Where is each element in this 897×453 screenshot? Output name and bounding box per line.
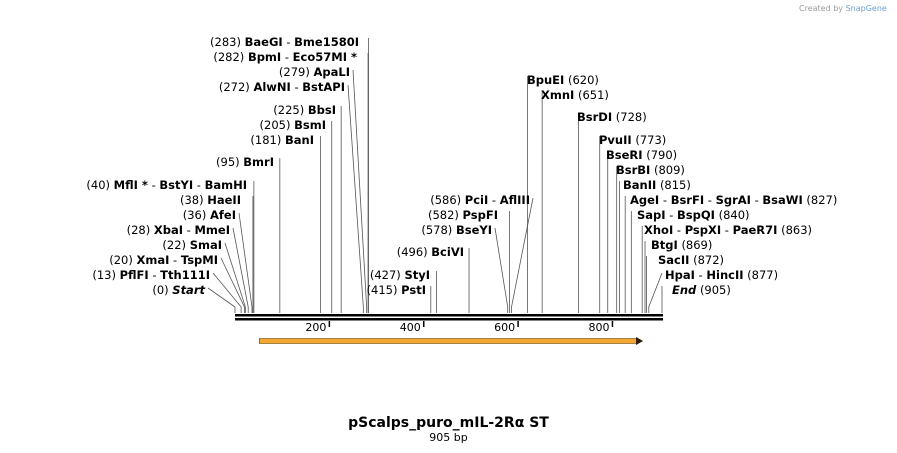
site-label-xmni[interactable]: XmnI (651): [541, 88, 609, 102]
site-label-bsrdi[interactable]: BsrDI (728): [577, 110, 647, 124]
site-label-bseri[interactable]: BseRI (790): [606, 148, 677, 162]
ruler-tick-600: [517, 321, 519, 327]
site-label-smai[interactable]: (22) SmaI: [162, 238, 222, 252]
ruler-tick-400: [422, 321, 425, 327]
site-label-bseyi[interactable]: (578) BseYI: [421, 223, 492, 237]
feature-arrow-body[interactable]: [259, 338, 638, 344]
site-label-sacii[interactable]: SacII (872): [658, 253, 724, 267]
plasmid-title: pScalps_puro_mIL-2Rα ST: [348, 415, 549, 431]
ruler-label-600: 600: [494, 321, 515, 334]
ruler-label-200: 200: [305, 321, 326, 334]
ruler: 200 400 600 800: [305, 321, 614, 334]
site-label-bbsi[interactable]: (225) BbsI: [273, 103, 336, 117]
leader-line-smai: [224, 242, 246, 313]
site-label-start[interactable]: (0) Start: [152, 283, 205, 297]
site-label-agei[interactable]: AgeI - BsrFI - SgrAI - BsaWI (827): [630, 193, 837, 207]
site-label-pcii[interactable]: (586) PciI - AflIII: [430, 193, 530, 207]
site-label-bsrbi[interactable]: BsrBI (809): [616, 163, 685, 177]
site-label-bani[interactable]: (181) BanI: [250, 133, 314, 147]
site-label-banii[interactable]: BanII (815): [623, 178, 691, 192]
site-label-pflfi[interactable]: (13) PflFI - Tth111I: [92, 268, 210, 282]
site-label-styi[interactable]: (427) StyI: [370, 268, 430, 282]
site-label-bmri[interactable]: (95) BmrI: [216, 155, 274, 169]
site-labels: (0) Start(13) PflFI - Tth111I(20) XmaI -…: [86, 35, 837, 297]
site-label-xbai[interactable]: (28) XbaI - MmeI: [127, 223, 230, 237]
site-label-bcivi[interactable]: (496) BciVI: [397, 245, 464, 259]
feature-arrow[interactable]: [259, 337, 644, 345]
site-label-sapi[interactable]: SapI - BspQI (840): [637, 208, 750, 222]
leader-line-xbai: [232, 227, 249, 313]
site-label-xmai[interactable]: (20) XmaI - TspMI: [109, 253, 218, 267]
leader-line-pcii: [511, 197, 534, 313]
site-label-pspfi[interactable]: (582) PspFI: [428, 208, 498, 222]
site-label-bpuei[interactable]: BpuEI (620): [527, 73, 599, 87]
ruler-label-800: 800: [588, 321, 609, 334]
site-label-haeii[interactable]: (38) HaeII: [180, 193, 241, 207]
site-label-btgi[interactable]: BtgI (869): [651, 238, 712, 252]
leader-line-bseyi: [494, 227, 509, 313]
ruler-label-400: 400: [400, 321, 421, 334]
plasmid-length: 905 bp: [429, 431, 467, 444]
site-label-pvuii[interactable]: PvuII (773): [599, 133, 666, 147]
snapgene-watermark: Created by SnapGene: [799, 4, 887, 13]
site-label-baegi[interactable]: (283) BaeGI - Bme1580I: [210, 35, 359, 49]
leader-line-xmai: [220, 257, 245, 313]
feature-arrow-head[interactable]: [636, 337, 644, 345]
site-label-bpmi[interactable]: (282) BpmI - Eco57MI *: [213, 50, 357, 64]
sequence-backbone-bottom: [235, 318, 663, 321]
site-leader-lines: [207, 38, 663, 313]
site-label-bsmi[interactable]: (205) BsmI: [260, 118, 326, 132]
site-label-end[interactable]: End (905): [672, 283, 731, 297]
sequence-backbone-top: [235, 314, 663, 317]
site-label-xhoi[interactable]: XhoI - PspXI - PaeR7I (863): [644, 223, 812, 237]
ruler-tick-800: [611, 321, 614, 327]
site-label-apali[interactable]: (279) ApaLI: [279, 65, 350, 79]
leader-line-apali: [352, 69, 368, 313]
leader-line-hpai: [648, 272, 663, 313]
site-label-mfli[interactable]: (40) MflI * - BstYI - BamHI: [86, 178, 247, 192]
leader-line-afei: [238, 212, 253, 313]
ruler-tick-200: [328, 321, 331, 327]
site-label-psti[interactable]: (415) PstI: [367, 283, 426, 297]
leader-line-pflfi: [212, 272, 242, 313]
site-label-afei[interactable]: (36) AfeI: [183, 208, 236, 222]
leader-line-alwni: [347, 84, 364, 313]
site-label-alwni[interactable]: (272) AlwNI - BstAPI: [219, 80, 345, 94]
leader-line-start: [207, 287, 236, 313]
site-label-hpai[interactable]: HpaI - HincII (877): [665, 268, 778, 282]
